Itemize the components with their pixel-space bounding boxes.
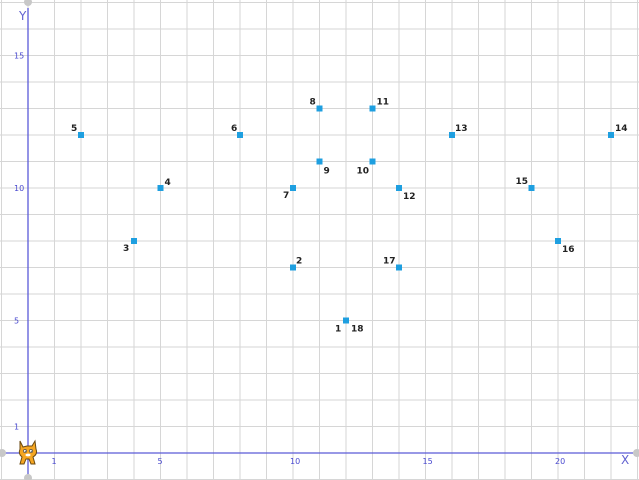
point-label-16: 16 — [562, 245, 575, 255]
y-axis-end-cap — [24, 0, 32, 6]
y-tick-label: 10 — [14, 184, 24, 193]
point-marker-3 — [131, 238, 137, 244]
point-label-10: 10 — [357, 167, 370, 177]
point-label-6: 6 — [231, 124, 237, 134]
point-label-9: 9 — [324, 167, 330, 177]
point-marker-5 — [78, 132, 84, 138]
point-label-7: 7 — [283, 191, 289, 201]
x-tick-label: 1 — [52, 457, 57, 466]
y-axis-start-cap — [24, 474, 32, 480]
point-label-17: 17 — [383, 257, 396, 267]
y-tick-label: 5 — [14, 317, 19, 326]
point-marker-15 — [528, 185, 535, 191]
y-tick-label: 1 — [14, 423, 19, 432]
point-label-11: 11 — [377, 98, 390, 108]
point-marker-10 — [369, 158, 376, 165]
point-label-18: 18 — [351, 325, 364, 335]
point-marker-9 — [316, 158, 323, 165]
x-axis-start-cap — [0, 449, 6, 457]
x-tick-label: 15 — [423, 457, 433, 466]
point-marker-6 — [237, 132, 243, 138]
point-marker-11 — [369, 105, 376, 112]
x-tick-label: 20 — [555, 457, 565, 466]
point-label-13: 13 — [455, 124, 468, 134]
point-label-15: 15 — [516, 177, 529, 187]
point-label-1: 1 — [335, 325, 341, 335]
point-marker-4 — [157, 185, 164, 191]
point-label-3: 3 — [123, 244, 129, 254]
point-marker-2 — [290, 264, 296, 271]
point-label-14: 14 — [615, 124, 628, 134]
point-marker-14 — [608, 132, 614, 138]
point-marker-16 — [555, 238, 561, 244]
point-label-12: 12 — [403, 192, 416, 202]
y-axis-label: Y — [18, 9, 27, 23]
point-label-4: 4 — [165, 178, 171, 188]
point-marker-17 — [396, 264, 402, 271]
point-label-2: 2 — [296, 257, 302, 267]
x-tick-label: 5 — [158, 457, 163, 466]
point-marker-12 — [396, 185, 402, 191]
point-marker-13 — [449, 132, 455, 138]
point-label-8: 8 — [310, 98, 316, 108]
x-tick-label: 10 — [290, 457, 300, 466]
point-label-5: 5 — [71, 124, 77, 134]
x-axis-label: X — [621, 453, 629, 467]
point-marker-18 — [343, 317, 349, 324]
point-marker-8 — [316, 105, 323, 112]
x-axis-end-cap — [633, 449, 639, 457]
y-tick-label: 15 — [14, 52, 24, 61]
point-marker-7 — [290, 185, 296, 191]
cat-sprite-icon[interactable] — [15, 437, 41, 467]
